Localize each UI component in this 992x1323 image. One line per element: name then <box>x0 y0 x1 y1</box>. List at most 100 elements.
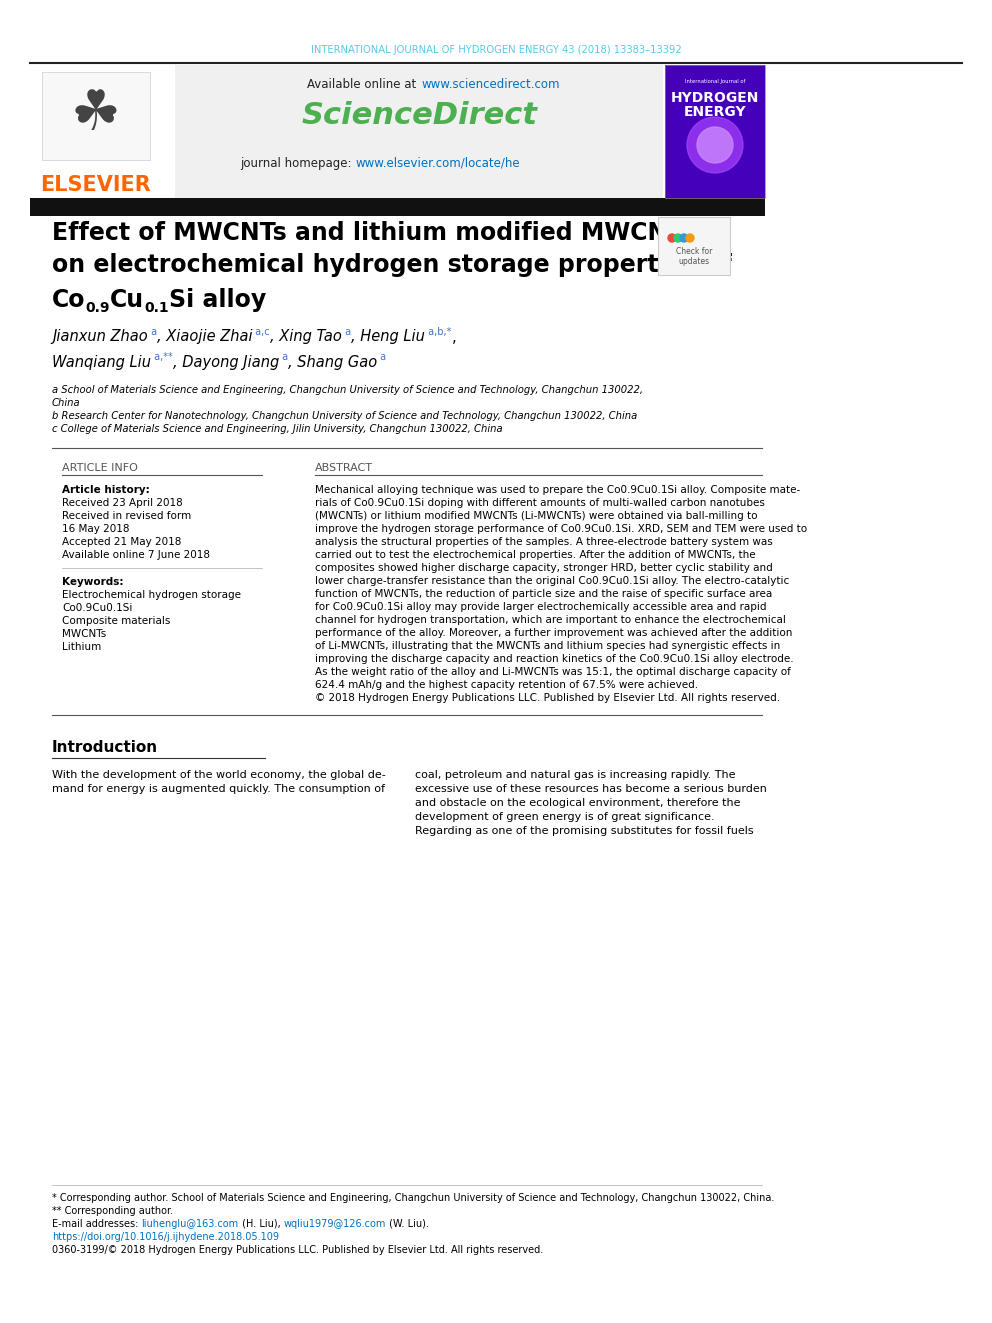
Text: MWCNTs: MWCNTs <box>62 628 106 639</box>
Text: mand for energy is augmented quickly. The consumption of: mand for energy is augmented quickly. Th… <box>52 785 385 794</box>
Text: a: a <box>377 352 387 363</box>
Text: 624.4 mAh/g and the highest capacity retention of 67.5% were achieved.: 624.4 mAh/g and the highest capacity ret… <box>315 680 698 691</box>
Text: , Xiaojie Zhai: , Xiaojie Zhai <box>157 329 253 344</box>
Text: Introduction: Introduction <box>52 741 158 755</box>
Bar <box>658 217 730 275</box>
Text: Article history:: Article history: <box>62 486 150 495</box>
Text: As the weight ratio of the alloy and Li-MWCNTs was 15:1, the optimal discharge c: As the weight ratio of the alloy and Li-… <box>315 667 791 677</box>
Circle shape <box>668 234 676 242</box>
Text: c College of Materials Science and Engineering, Jilin University, Changchun 1300: c College of Materials Science and Engin… <box>52 423 503 434</box>
Text: Keywords:: Keywords: <box>62 577 123 587</box>
Text: Check for: Check for <box>676 247 712 257</box>
Circle shape <box>674 234 682 242</box>
Text: journal homepage:: journal homepage: <box>240 156 355 169</box>
Text: Jianxun Zhao: Jianxun Zhao <box>52 329 148 344</box>
Circle shape <box>687 116 743 173</box>
Text: ** Corresponding author.: ** Corresponding author. <box>52 1207 174 1216</box>
Text: Wanqiang Liu: Wanqiang Liu <box>52 355 151 369</box>
Text: b Research Center for Nanotechnology, Changchun University of Science and Techno: b Research Center for Nanotechnology, Ch… <box>52 411 637 421</box>
Circle shape <box>697 127 733 163</box>
Text: carried out to test the electrochemical properties. After the addition of MWCNTs: carried out to test the electrochemical … <box>315 550 756 560</box>
Text: Co0.9Cu0.1Si: Co0.9Cu0.1Si <box>62 603 132 613</box>
Text: E-mail addresses:: E-mail addresses: <box>52 1218 142 1229</box>
Bar <box>175 65 663 198</box>
Text: channel for hydrogen transportation, which are important to enhance the electroc: channel for hydrogen transportation, whi… <box>315 615 786 624</box>
Text: and obstacle on the ecological environment, therefore the: and obstacle on the ecological environme… <box>415 798 740 808</box>
Text: INTERNATIONAL JOURNAL OF HYDROGEN ENERGY 43 (2018) 13383–13392: INTERNATIONAL JOURNAL OF HYDROGEN ENERGY… <box>310 45 682 56</box>
Text: HYDROGEN: HYDROGEN <box>671 91 759 105</box>
Text: © 2018 Hydrogen Energy Publications LLC. Published by Elsevier Ltd. All rights r: © 2018 Hydrogen Energy Publications LLC.… <box>315 693 780 703</box>
Text: development of green energy is of great significance.: development of green energy is of great … <box>415 812 714 822</box>
Text: 16 May 2018: 16 May 2018 <box>62 524 130 534</box>
Bar <box>42 71 150 160</box>
Text: liuhenglu@163.com: liuhenglu@163.com <box>142 1218 239 1229</box>
Text: a School of Materials Science and Engineering, Changchun University of Science a: a School of Materials Science and Engine… <box>52 385 643 396</box>
Text: a,b,*: a,b,* <box>425 327 451 337</box>
Text: 0360-3199/© 2018 Hydrogen Energy Publications LLC. Published by Elsevier Ltd. Al: 0360-3199/© 2018 Hydrogen Energy Publica… <box>52 1245 544 1256</box>
Text: Effect of MWCNTs and lithium modified MWCNTs: Effect of MWCNTs and lithium modified MW… <box>52 221 694 245</box>
Text: Received in revised form: Received in revised form <box>62 511 191 521</box>
Text: With the development of the world economy, the global de-: With the development of the world econom… <box>52 770 386 781</box>
Circle shape <box>686 234 694 242</box>
Text: excessive use of these resources has become a serious burden: excessive use of these resources has bec… <box>415 785 767 794</box>
Text: performance of the alloy. Moreover, a further improvement was achieved after the: performance of the alloy. Moreover, a fu… <box>315 628 793 638</box>
Text: https://doi.org/10.1016/j.ijhydene.2018.05.109: https://doi.org/10.1016/j.ijhydene.2018.… <box>52 1232 279 1242</box>
Text: Accepted 21 May 2018: Accepted 21 May 2018 <box>62 537 182 546</box>
Text: (W. Liu).: (W. Liu). <box>386 1218 429 1229</box>
Text: Available online 7 June 2018: Available online 7 June 2018 <box>62 550 210 560</box>
Text: a: a <box>279 352 288 363</box>
Text: ABSTRACT: ABSTRACT <box>315 463 373 474</box>
Bar <box>30 65 175 198</box>
Text: ARTICLE INFO: ARTICLE INFO <box>62 463 138 474</box>
Text: ,: , <box>451 329 456 344</box>
Text: Received 23 April 2018: Received 23 April 2018 <box>62 497 183 508</box>
Text: rials of Co0.9Cu0.1Si doping with different amounts of multi-walled carbon nanot: rials of Co0.9Cu0.1Si doping with differ… <box>315 497 765 508</box>
Text: 0.9: 0.9 <box>85 302 110 315</box>
Text: 0.1: 0.1 <box>144 302 169 315</box>
Text: * Corresponding author. School of Materials Science and Engineering, Changchun U: * Corresponding author. School of Materi… <box>52 1193 775 1203</box>
Text: coal, petroleum and natural gas is increasing rapidly. The: coal, petroleum and natural gas is incre… <box>415 770 735 781</box>
Text: improving the discharge capacity and reaction kinetics of the Co0.9Cu0.1Si alloy: improving the discharge capacity and rea… <box>315 654 794 664</box>
Text: Composite materials: Composite materials <box>62 617 171 626</box>
Text: for Co0.9Cu0.1Si alloy may provide larger electrochemically accessible area and : for Co0.9Cu0.1Si alloy may provide large… <box>315 602 767 613</box>
Text: of Li-MWCNTs, illustrating that the MWCNTs and lithium species had synergistic e: of Li-MWCNTs, illustrating that the MWCN… <box>315 642 781 651</box>
Text: Available online at: Available online at <box>307 78 420 91</box>
Text: on electrochemical hydrogen storage properties of: on electrochemical hydrogen storage prop… <box>52 253 732 277</box>
Text: Si alloy: Si alloy <box>169 288 266 312</box>
Text: Co: Co <box>52 288 85 312</box>
Bar <box>665 65 765 198</box>
Text: a,**: a,** <box>151 352 173 363</box>
Text: Regarding as one of the promising substitutes for fossil fuels: Regarding as one of the promising substi… <box>415 826 754 836</box>
Bar <box>665 65 765 198</box>
Text: improve the hydrogen storage performance of Co0.9Cu0.1Si. XRD, SEM and TEM were : improve the hydrogen storage performance… <box>315 524 807 534</box>
Text: , Dayong Jiang: , Dayong Jiang <box>173 355 279 369</box>
Text: , Xing Tao: , Xing Tao <box>270 329 342 344</box>
Text: ELSEVIER: ELSEVIER <box>41 175 152 194</box>
Text: analysis the structural properties of the samples. A three-electrode battery sys: analysis the structural properties of th… <box>315 537 773 546</box>
Text: , Shang Gao: , Shang Gao <box>288 355 377 369</box>
Text: ☘: ☘ <box>71 89 121 142</box>
Text: ENERGY: ENERGY <box>683 105 746 119</box>
Bar <box>30 198 765 216</box>
Text: lower charge-transfer resistance than the original Co0.9Cu0.1Si alloy. The elect: lower charge-transfer resistance than th… <box>315 576 790 586</box>
Text: Cu: Cu <box>110 288 144 312</box>
Text: a: a <box>342 327 351 337</box>
Text: a: a <box>148 327 157 337</box>
Text: China: China <box>52 398 80 407</box>
Circle shape <box>680 234 688 242</box>
Text: Electrochemical hydrogen storage: Electrochemical hydrogen storage <box>62 590 241 601</box>
Text: function of MWCNTs, the reduction of particle size and the raise of specific sur: function of MWCNTs, the reduction of par… <box>315 589 772 599</box>
Text: updates: updates <box>679 258 709 266</box>
Text: (MWCNTs) or lithium modified MWCNTs (Li-MWCNTs) were obtained via ball-milling t: (MWCNTs) or lithium modified MWCNTs (Li-… <box>315 511 758 521</box>
Text: wqliu1979@126.com: wqliu1979@126.com <box>284 1218 386 1229</box>
Text: International Journal of: International Journal of <box>684 79 745 85</box>
Text: (H. Liu),: (H. Liu), <box>239 1218 284 1229</box>
Text: composites showed higher discharge capacity, stronger HRD, better cyclic stabili: composites showed higher discharge capac… <box>315 564 773 573</box>
Text: ScienceDirect: ScienceDirect <box>302 101 538 130</box>
Text: www.sciencedirect.com: www.sciencedirect.com <box>421 78 559 91</box>
Text: Lithium: Lithium <box>62 642 101 652</box>
Text: a,c: a,c <box>253 327 270 337</box>
Text: , Heng Liu: , Heng Liu <box>351 329 425 344</box>
Text: Mechanical alloying technique was used to prepare the Co0.9Cu0.1Si alloy. Compos: Mechanical alloying technique was used t… <box>315 486 801 495</box>
Text: www.elsevier.com/locate/he: www.elsevier.com/locate/he <box>356 156 521 169</box>
